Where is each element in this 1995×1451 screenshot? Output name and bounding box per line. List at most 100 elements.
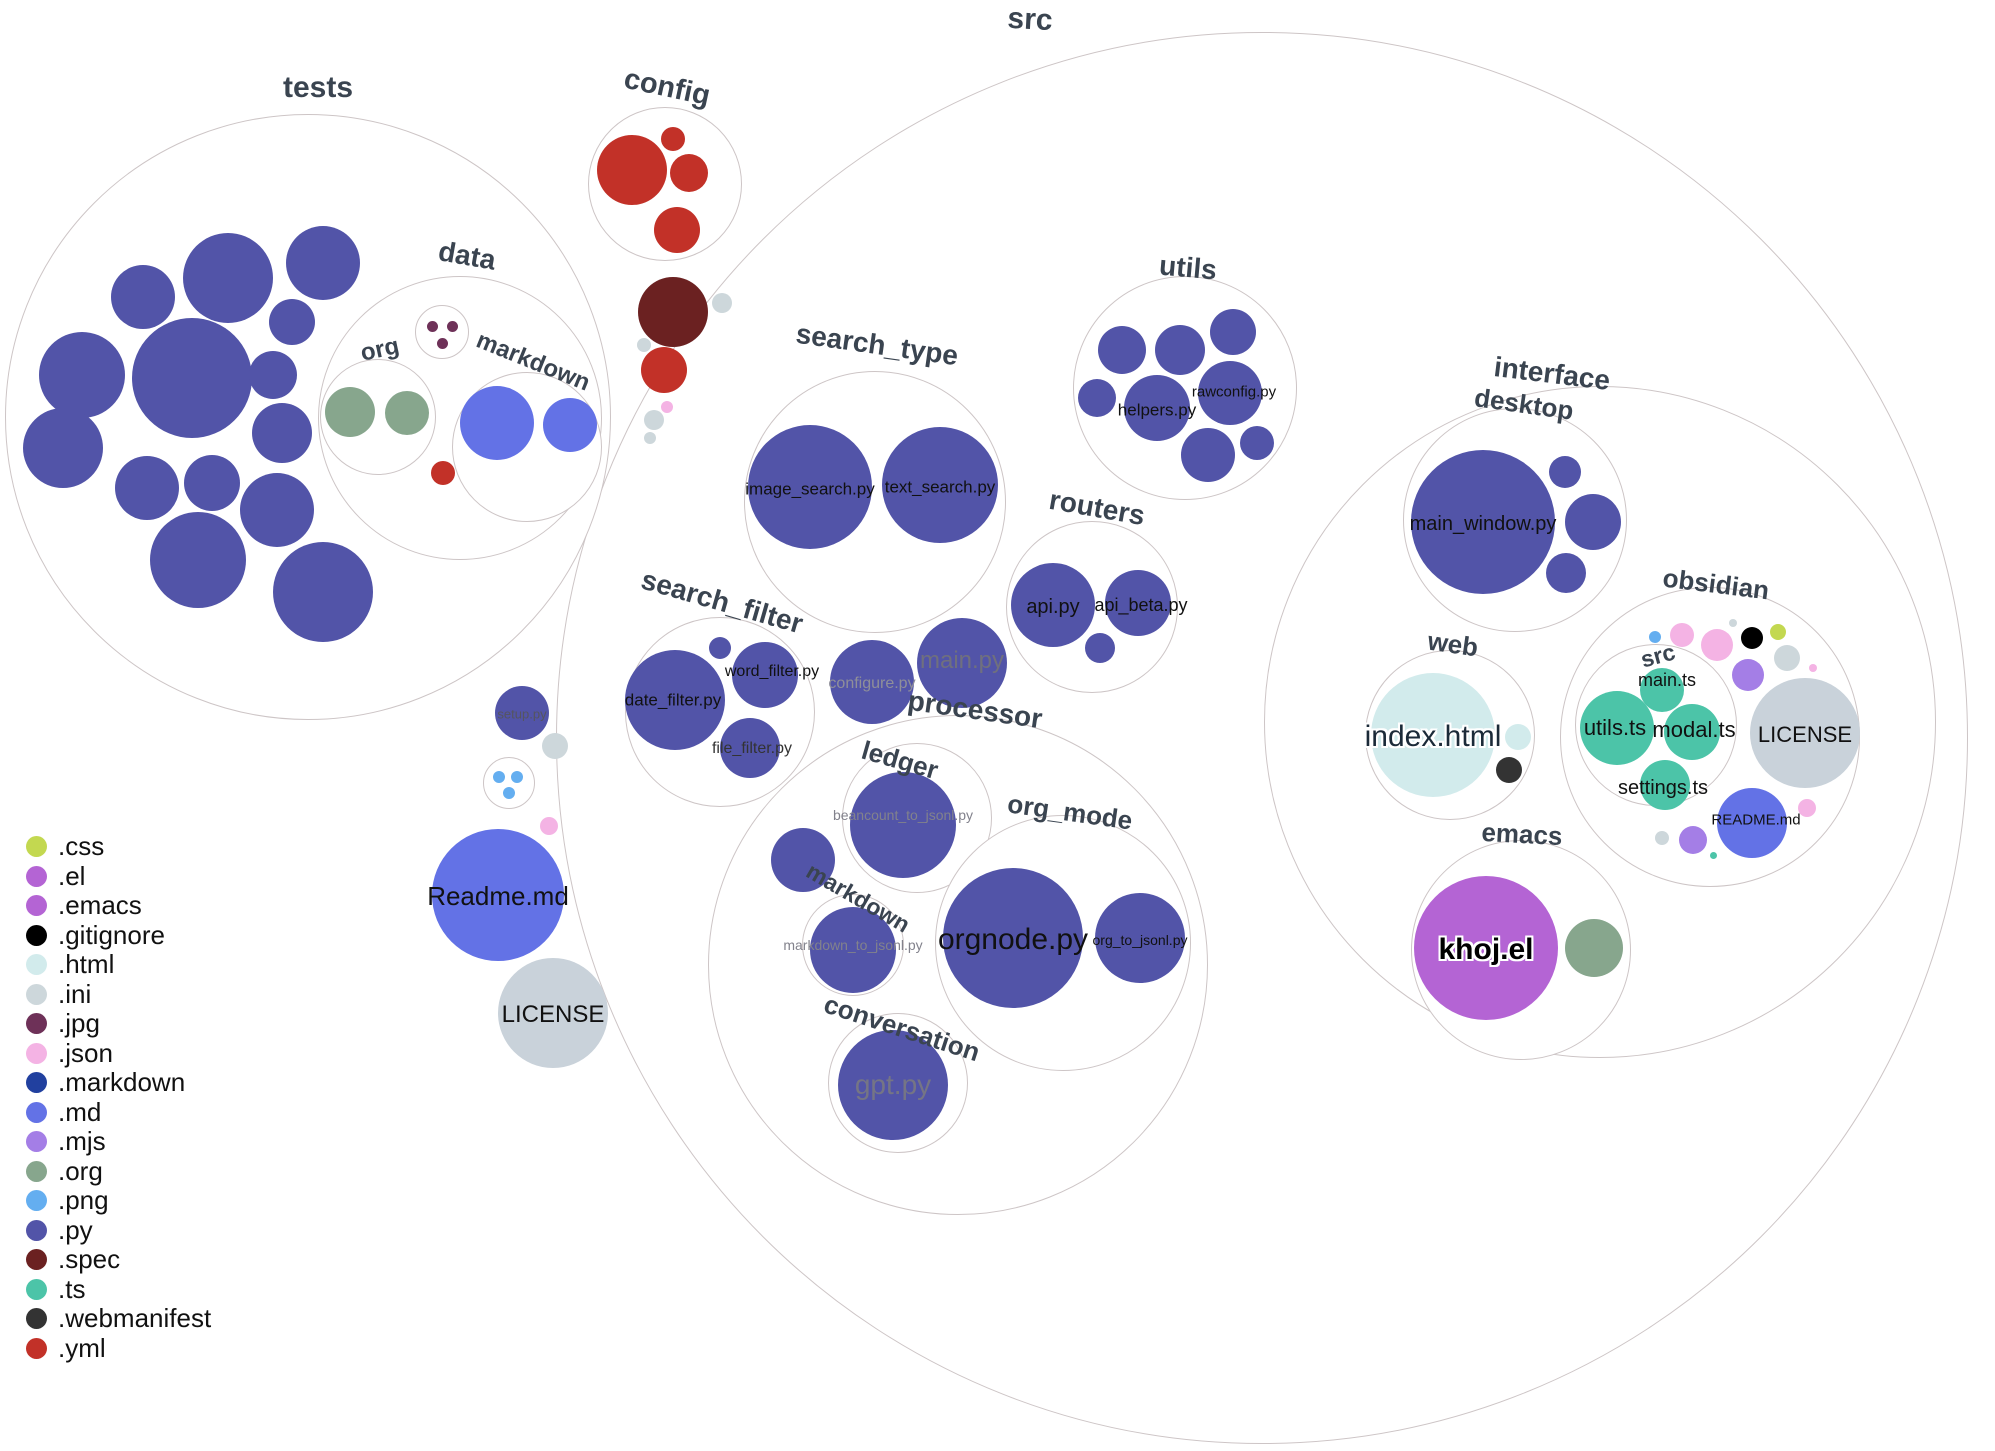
dir-docs[interactable]: [483, 757, 535, 809]
file-khoj-spec[interactable]: [638, 277, 708, 347]
file-desktop-py-3[interactable]: [1565, 494, 1621, 550]
file-obs-mjs-1[interactable]: [1732, 659, 1764, 691]
file-utils-py-1[interactable]: [1098, 326, 1146, 374]
file-obs-mjs-2[interactable]: [1679, 826, 1707, 854]
file-modal-ts[interactable]: [1664, 704, 1720, 760]
file-obs-readme-md[interactable]: [1717, 788, 1787, 858]
file-jpg-3[interactable]: [436, 337, 448, 349]
file-test-py-4[interactable]: [269, 299, 315, 345]
file-test-py-8[interactable]: [23, 408, 103, 488]
file-beancount-to-jsonl-py[interactable]: [850, 772, 956, 878]
file-test-py-1[interactable]: [183, 233, 273, 323]
file-obs-json-2[interactable]: [1701, 629, 1733, 661]
file-word-filter-py[interactable]: [732, 642, 798, 708]
file-png-3[interactable]: [503, 787, 515, 799]
file-webmanifest[interactable]: [1496, 757, 1522, 783]
file-obs-png[interactable]: [1649, 631, 1661, 643]
file-obs-json-4[interactable]: [1798, 799, 1816, 817]
file-root-ini-3[interactable]: [712, 293, 732, 313]
file-text-search-py[interactable]: [882, 427, 998, 543]
file-data-md-2[interactable]: [543, 398, 597, 452]
legend-item-spec: .spec: [26, 1244, 211, 1275]
file-jpg-1[interactable]: [426, 320, 438, 332]
file-data-yml[interactable]: [431, 461, 455, 485]
file-routers-py-3[interactable]: [1085, 633, 1115, 663]
file-desktop-py-4[interactable]: [1546, 553, 1586, 593]
file-jpg-2[interactable]: [446, 320, 458, 332]
file-license-root[interactable]: [498, 958, 608, 1068]
file-test-py-10[interactable]: [115, 456, 179, 520]
file-khoj-el[interactable]: [1414, 876, 1558, 1020]
file-org-to-jsonl-py[interactable]: [1095, 893, 1185, 983]
file-config-yml-4[interactable]: [654, 207, 700, 253]
file-utils-py-5[interactable]: [1181, 428, 1235, 482]
file-label-utils-ts: utils.ts: [1583, 715, 1647, 740]
file-org-2[interactable]: [385, 391, 429, 435]
file-utils-py-6[interactable]: [1240, 426, 1274, 460]
file-test-py-13[interactable]: [150, 512, 246, 608]
file-emacs-org[interactable]: [1565, 919, 1623, 977]
file-rawconfig-py[interactable]: [1198, 361, 1262, 425]
file-obs-json-3[interactable]: [1809, 664, 1817, 672]
file-test-py-12[interactable]: [240, 473, 314, 547]
file-settings-ts[interactable]: [1640, 760, 1690, 810]
file-obs-ini-2[interactable]: [1774, 645, 1800, 671]
file-setup-py[interactable]: [495, 686, 549, 740]
file-utils-ts[interactable]: [1580, 691, 1654, 765]
file-obs-ini-3[interactable]: [1655, 831, 1669, 845]
file-test-py-11[interactable]: [184, 455, 240, 511]
file-obs-ts-dot[interactable]: [1709, 851, 1717, 859]
file-test-py-3[interactable]: [111, 265, 175, 329]
file-test-py-9[interactable]: [252, 403, 312, 463]
file-readme-md[interactable]: [432, 829, 564, 961]
file-obs-json-1[interactable]: [1670, 623, 1694, 647]
file-config-yml-1[interactable]: [597, 135, 667, 205]
file-index-html[interactable]: [1371, 673, 1495, 797]
file-helpers-py[interactable]: [1124, 375, 1190, 441]
file-label-image-search-py: image_search.py: [745, 479, 875, 499]
file-file-filter-py[interactable]: [720, 718, 780, 778]
file-utils-py-2[interactable]: [1155, 325, 1205, 375]
file-main-ts[interactable]: [1640, 668, 1684, 712]
file-markdown-to-jsonl-py[interactable]: [810, 907, 896, 993]
file-api-py[interactable]: [1011, 563, 1095, 647]
file-test-py-2[interactable]: [286, 226, 360, 300]
file-root-ini-4[interactable]: [644, 410, 664, 430]
file-api-beta-py[interactable]: [1105, 570, 1171, 636]
file-test-py-6[interactable]: [132, 318, 252, 438]
file-data-md-1[interactable]: [460, 386, 534, 460]
file-png-2[interactable]: [511, 771, 523, 783]
file-root-json-2[interactable]: [661, 401, 673, 413]
file-web-html-2[interactable]: [1505, 724, 1531, 750]
file-main-py[interactable]: [917, 618, 1007, 708]
file-image-search-py[interactable]: [748, 425, 872, 549]
file-test-py-5[interactable]: [39, 332, 125, 418]
file-filter-py-4[interactable]: [709, 637, 731, 659]
file-orgnode-py[interactable]: [943, 868, 1083, 1008]
file-label-api-py: api.py: [1026, 596, 1080, 618]
file-main-window-py[interactable]: [1411, 450, 1555, 594]
file-org-1[interactable]: [325, 387, 375, 437]
file-utils-py-4[interactable]: [1078, 379, 1116, 417]
file-root-yml[interactable]: [641, 347, 687, 393]
file-root-ini-5[interactable]: [644, 432, 656, 444]
file-license-obsidian[interactable]: [1750, 678, 1860, 788]
dir-images[interactable]: [415, 305, 469, 359]
file-root-json-1[interactable]: [540, 817, 558, 835]
file-obs-ini-1[interactable]: [1729, 619, 1737, 627]
file-root-ini-1[interactable]: [542, 733, 568, 759]
file-config-yml-2[interactable]: [661, 127, 685, 151]
file-obs-gitignore[interactable]: [1741, 627, 1763, 649]
file-configure-py[interactable]: [830, 640, 914, 724]
file-date-filter-py[interactable]: [625, 650, 725, 750]
file-test-py-14[interactable]: [273, 542, 373, 642]
file-processor-py[interactable]: [771, 828, 835, 892]
file-test-py-7[interactable]: [249, 351, 297, 399]
file-png-1[interactable]: [493, 771, 505, 783]
file-utils-py-3[interactable]: [1210, 309, 1256, 355]
file-root-ini-2[interactable]: [637, 338, 651, 352]
file-config-yml-3[interactable]: [670, 154, 708, 192]
file-desktop-py-2[interactable]: [1549, 456, 1581, 488]
file-gpt-py[interactable]: [838, 1030, 948, 1140]
file-obs-css[interactable]: [1770, 624, 1786, 640]
